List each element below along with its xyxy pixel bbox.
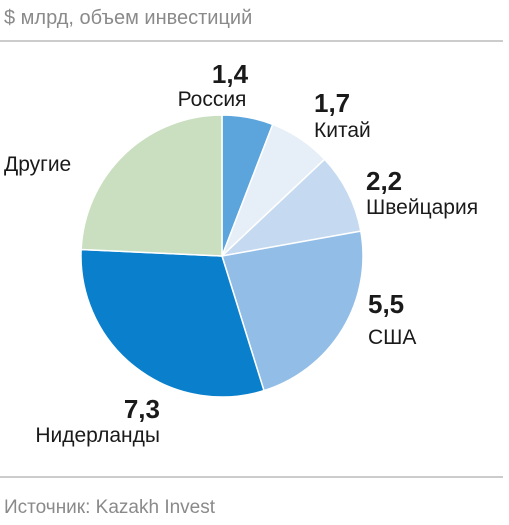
category-label-другие: Другие <box>4 153 71 176</box>
category-label-россия: Россия <box>178 88 247 111</box>
category-label-нидерланды: Нидерланды <box>35 424 160 447</box>
category-label-швейцария: Швейцария <box>366 196 478 219</box>
value-label-нидерланды: 7,3 <box>124 394 160 424</box>
pie-slice-нидерланды <box>80 248 265 398</box>
pie-slice-сша <box>221 230 364 392</box>
pie-slices <box>80 114 364 398</box>
chart-source: Источник: Kazakh Invest <box>4 497 216 518</box>
category-label-китай: Китай <box>314 119 371 142</box>
value-label-швейцария: 2,2 <box>366 166 402 196</box>
value-label-сша: 5,5 <box>368 289 404 319</box>
chart-subtitle: $ млрд, объем инвестиций <box>4 7 252 29</box>
pie-slice-другие <box>80 114 223 257</box>
value-label-россия: 1,4 <box>212 59 249 89</box>
category-label-сша: США <box>368 326 416 349</box>
pie-slice-швейцария <box>219 158 362 258</box>
value-label-китай: 1,7 <box>314 88 350 118</box>
